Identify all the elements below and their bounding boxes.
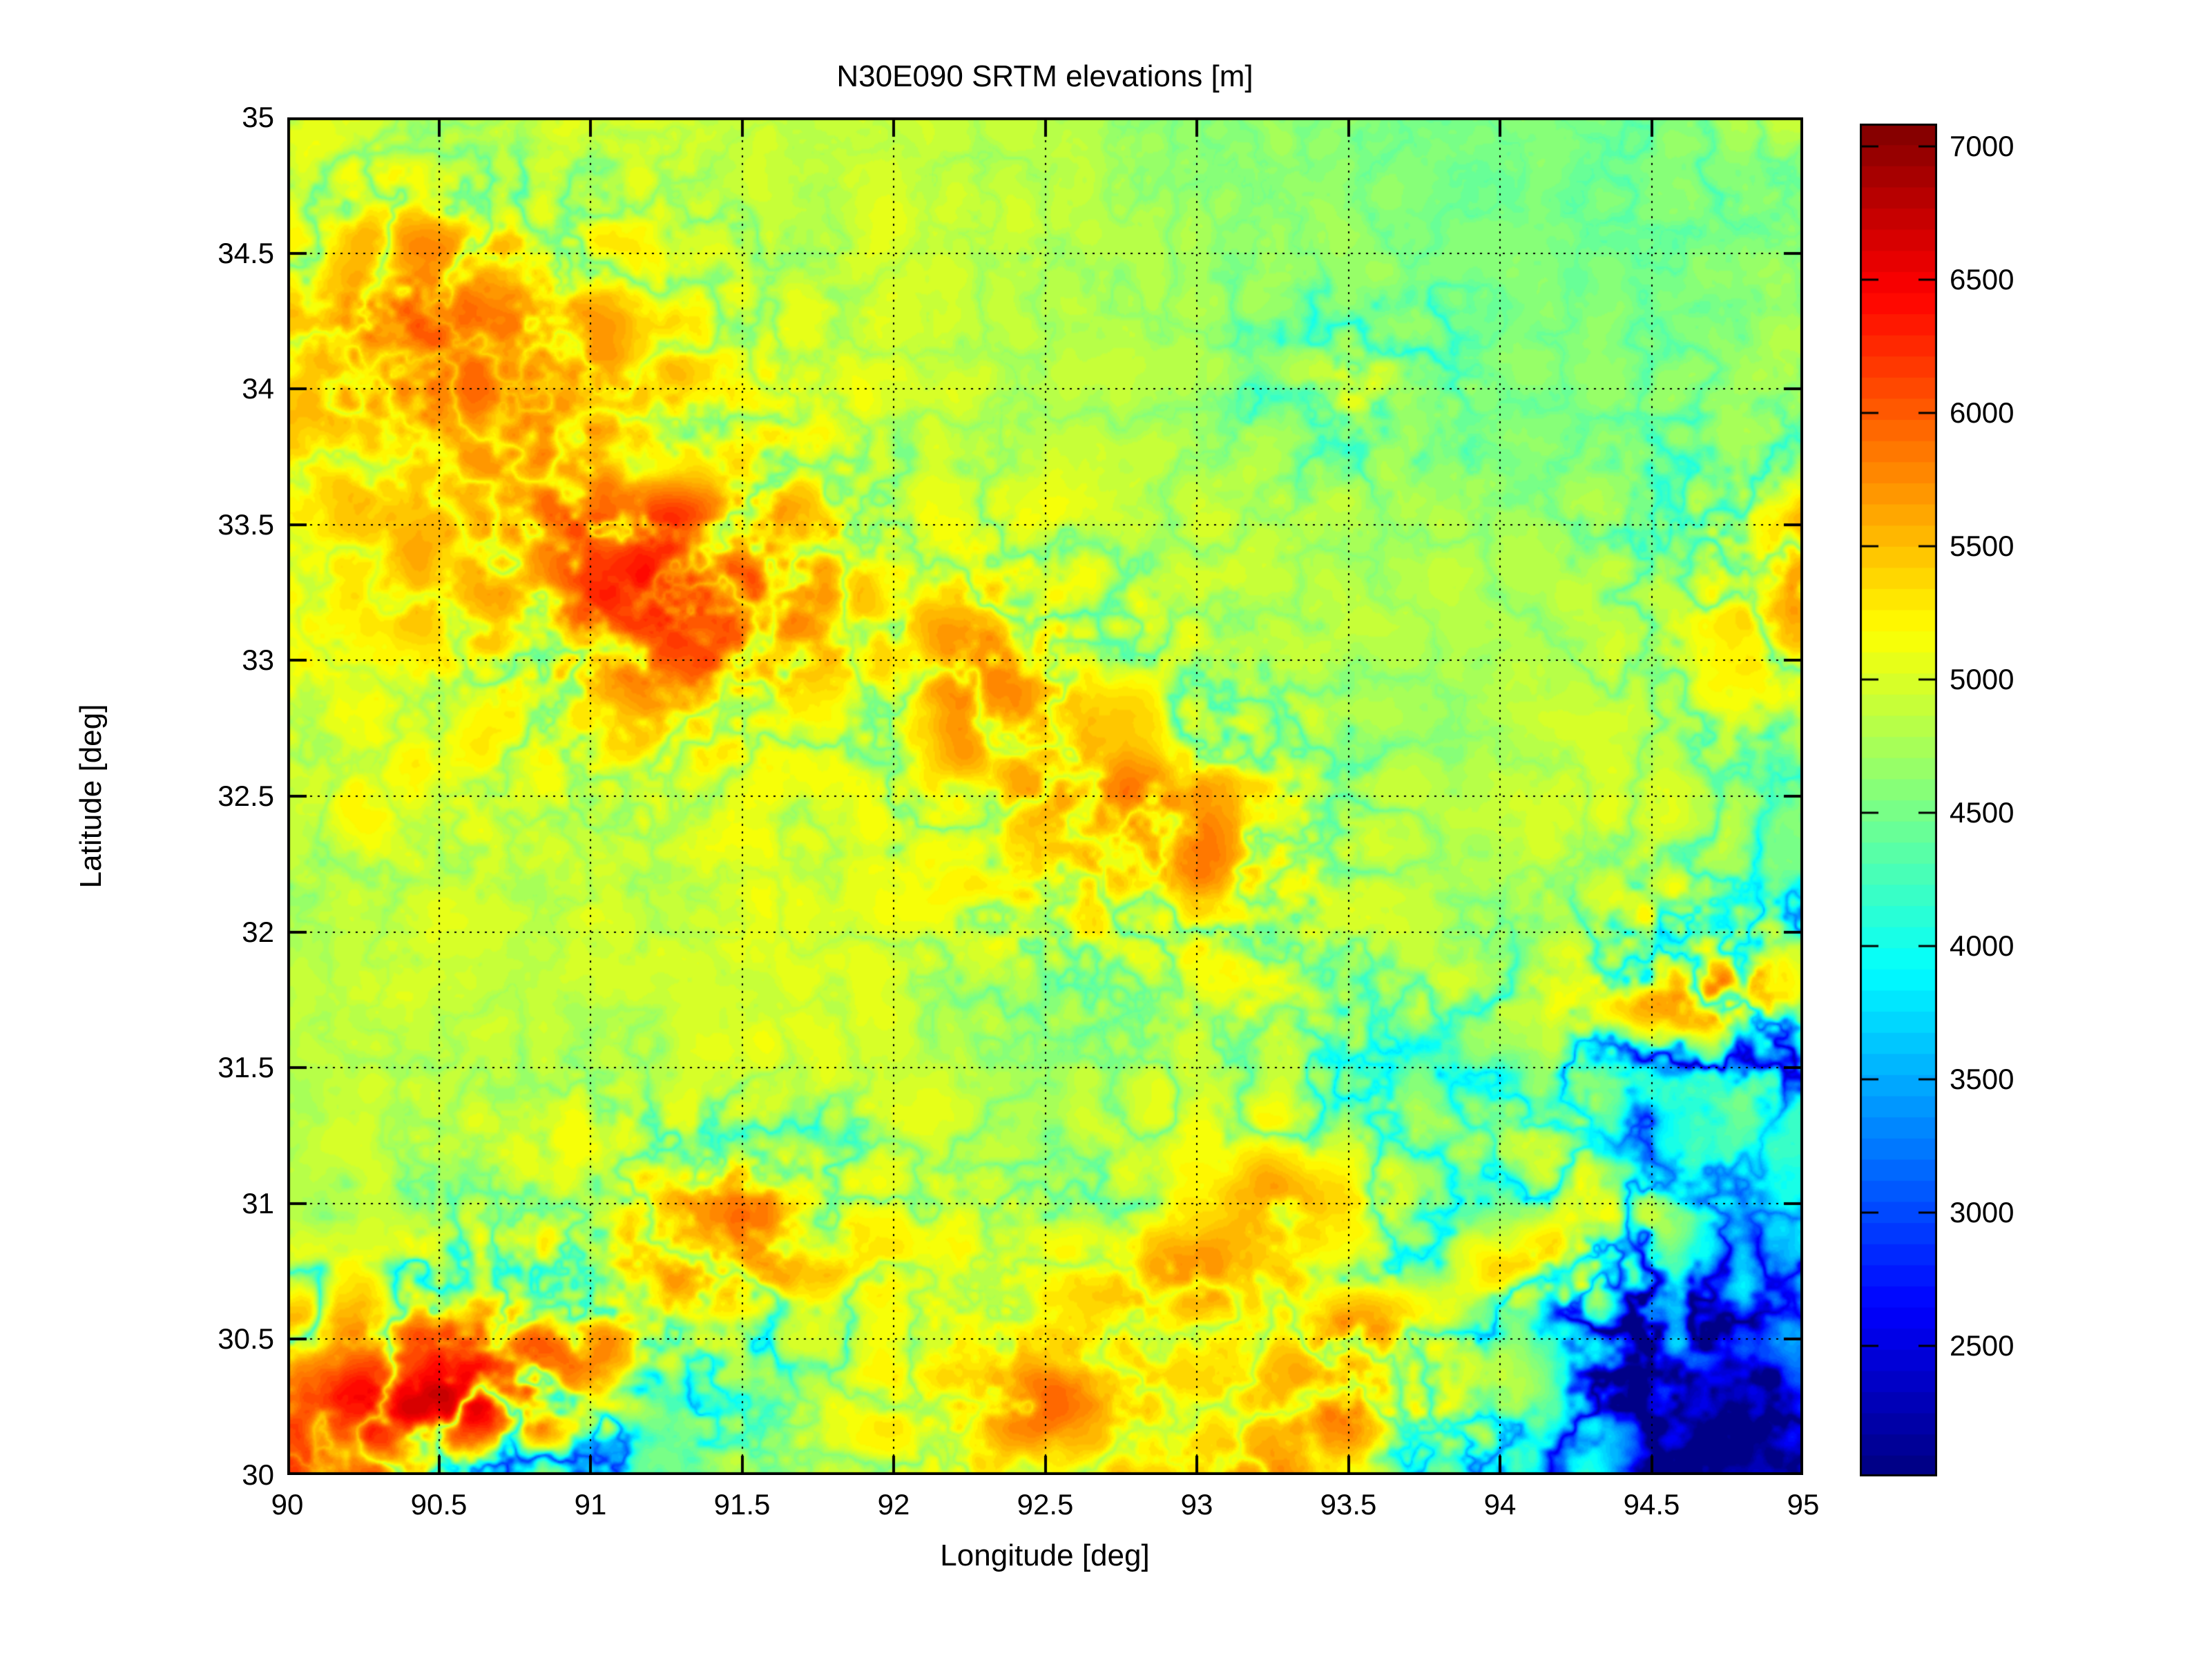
x-tick-label: 95	[1787, 1488, 1820, 1521]
colorbar	[1860, 124, 1937, 1476]
colorbar-tick-label: 2500	[1950, 1329, 2014, 1362]
y-tick-label: 34.5	[218, 236, 274, 269]
x-axis-label: Longitude [deg]	[940, 1539, 1150, 1572]
y-tick-label: 30	[242, 1458, 274, 1491]
colorbar-tick-label: 3000	[1950, 1195, 2014, 1228]
y-tick-label: 33	[242, 644, 274, 677]
x-tick-label: 94	[1483, 1488, 1517, 1521]
elevation-heatmap	[287, 117, 1803, 1475]
x-tick-label: 90	[271, 1488, 304, 1521]
y-tick-label: 31	[242, 1186, 274, 1220]
x-tick-label: 90.5	[410, 1488, 468, 1521]
x-tick-label: 93	[1180, 1488, 1213, 1521]
colorbar-tick-label: 6000	[1950, 396, 2014, 429]
y-tick-label: 30.5	[218, 1322, 274, 1356]
colorbar-tick-label: 4000	[1950, 929, 2014, 962]
colorbar-tick-label: 5500	[1950, 529, 2014, 562]
y-tick-label: 34	[242, 372, 274, 405]
x-tick-label: 92.5	[1017, 1488, 1074, 1521]
y-axis-label: Latitude [deg]	[74, 704, 108, 889]
colorbar-tick-label: 6500	[1950, 262, 2014, 296]
colorbar-tick-label: 3500	[1950, 1062, 2014, 1095]
x-tick-label: 91	[574, 1488, 607, 1521]
x-tick-label: 91.5	[713, 1488, 771, 1521]
y-tick-label: 32	[242, 915, 274, 948]
colorbar-tick-label: 5000	[1950, 662, 2014, 695]
colorbar-tick-label: 4500	[1950, 796, 2014, 829]
y-tick-label: 31.5	[218, 1051, 274, 1084]
y-tick-label: 35	[242, 101, 274, 133]
colorbar-tick-label: 7000	[1950, 129, 2014, 162]
x-tick-label: 93.5	[1320, 1488, 1377, 1521]
y-tick-label: 32.5	[218, 780, 274, 812]
x-tick-label: 94.5	[1623, 1488, 1680, 1521]
x-tick-label: 92	[877, 1488, 910, 1521]
y-tick-label: 33.5	[218, 508, 274, 541]
plot-title: N30E090 SRTM elevations [m]	[836, 59, 1253, 93]
